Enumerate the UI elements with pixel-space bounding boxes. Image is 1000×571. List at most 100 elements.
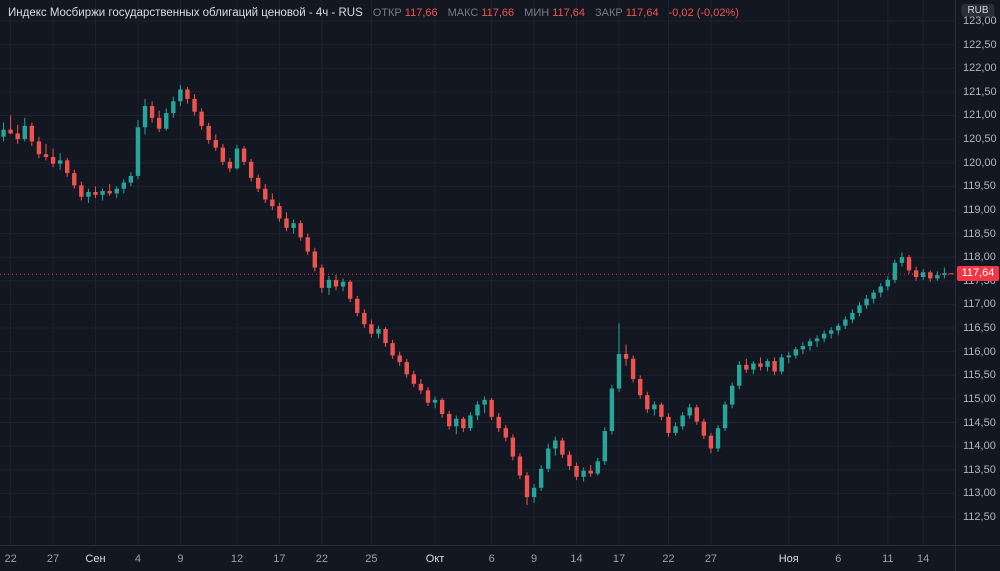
axis-corner	[955, 545, 1000, 571]
candle-body	[793, 349, 799, 356]
price-tick-label: 115,00	[963, 392, 996, 405]
candle-body	[786, 355, 791, 358]
candle-body	[227, 161, 233, 169]
ohlc-low-value: 117,64	[552, 7, 586, 19]
candle-body	[482, 399, 487, 405]
candle-body	[79, 185, 84, 197]
candle-body	[680, 415, 685, 427]
candle-body	[800, 345, 806, 350]
candle-body	[701, 421, 707, 436]
price-tick-label: 114,00	[963, 440, 996, 453]
candle-body	[645, 395, 650, 410]
time-tick-label: Сен	[85, 553, 106, 565]
candle-body	[241, 148, 247, 162]
price-tick-label: 112,50	[963, 511, 996, 523]
candle-body	[807, 341, 813, 346]
candle-body	[687, 407, 692, 416]
price-tick-label: 113,00	[963, 487, 996, 500]
price-tick-label: 115,50	[963, 369, 996, 382]
candle-body	[878, 286, 883, 293]
ohlc-low: МИН 117,64	[524, 7, 585, 19]
candle-body	[72, 173, 77, 186]
candle-body	[496, 416, 501, 429]
candle-body	[390, 343, 395, 356]
candle-body	[432, 399, 438, 403]
currency-label[interactable]: RUB	[961, 4, 995, 17]
price-tick-label: 118,50	[963, 227, 996, 240]
price-tick-label: 116,50	[963, 322, 996, 335]
candle-body	[729, 385, 735, 405]
candle-body	[609, 388, 615, 432]
ohlc-high-value: 117,66	[481, 7, 515, 19]
candle-body	[524, 475, 530, 498]
candle-body	[553, 440, 558, 449]
time-tick-label: 6	[835, 553, 842, 565]
last-price-label: 117,64	[957, 266, 999, 282]
time-tick-label: 9	[531, 553, 538, 565]
candle-body	[510, 437, 516, 457]
price-tick-label: 122,00	[963, 62, 997, 75]
ohlc-high: МАКС 117,66	[448, 7, 515, 19]
candle-body	[418, 383, 424, 391]
candle-body	[574, 465, 579, 477]
time-axis[interactable]: 22 27 Сен 4 9 12 17 22 25 Окт 6 9 14 17 22 27 Ноя 6 11 14	[0, 545, 955, 571]
candle-body	[192, 98, 197, 112]
price-axis[interactable]: RUB 117,64 123,00 122,50 122,00 121,50 121,0…	[955, 0, 1000, 545]
candle-body	[602, 431, 608, 462]
candle-body	[588, 470, 593, 474]
candle-body	[935, 275, 940, 279]
time-tick-label: 14	[570, 553, 583, 565]
symbol-title[interactable]: Индекс Мосбиржи государственных облигаци…	[8, 7, 363, 19]
candle-body	[475, 404, 480, 416]
candle-body	[164, 113, 169, 129]
price-tick-label: 121,50	[963, 85, 997, 98]
candle-body	[114, 188, 119, 194]
time-tick-label: 11	[882, 553, 894, 565]
candle-body	[899, 257, 905, 263]
price-tick-label: 122,50	[963, 38, 997, 51]
candle-body	[15, 133, 20, 140]
price-tick-label: 120,00	[963, 156, 997, 169]
time-tick-label: 14	[917, 553, 930, 565]
candle-body	[65, 160, 70, 174]
ohlc-open-label: ОТКР	[372, 7, 402, 19]
candle-body	[29, 125, 35, 142]
candle-body	[751, 363, 756, 370]
price-tick-label: 118,00	[963, 251, 996, 264]
candle-body	[715, 428, 721, 449]
time-tick-label: Окт	[425, 553, 445, 565]
candlestick-chart[interactable]	[0, 0, 955, 545]
candle-body	[673, 426, 678, 433]
candle-body	[86, 192, 91, 197]
candle-body	[248, 161, 254, 178]
chart-plot-area[interactable]	[0, 0, 955, 545]
candle-body	[376, 328, 381, 334]
candle-body	[920, 272, 926, 278]
candle-body	[100, 191, 105, 195]
candle-body	[708, 435, 714, 449]
candle-body	[319, 267, 325, 288]
time-tick-label: 4	[134, 553, 141, 565]
price-tick-label: 121,00	[963, 109, 997, 122]
price-tick-label: 119,50	[963, 180, 996, 193]
candle-body	[595, 461, 600, 474]
candle-body	[234, 148, 240, 169]
candle-body	[156, 117, 162, 129]
candle-body	[864, 298, 869, 306]
candle-body	[22, 125, 27, 140]
candle-body	[8, 129, 13, 134]
candle-body	[871, 292, 876, 299]
candle-body	[185, 89, 190, 99]
candle-body	[291, 223, 296, 228]
candle-body	[263, 188, 268, 200]
candle-body	[383, 328, 388, 344]
candle-body	[425, 390, 431, 403]
candle-body	[340, 281, 346, 287]
candle-body	[326, 279, 332, 288]
candle-body	[355, 298, 360, 313]
candle-body	[517, 456, 523, 476]
candle-body	[277, 206, 282, 219]
candle-body	[489, 399, 494, 417]
candle-body	[305, 237, 310, 252]
